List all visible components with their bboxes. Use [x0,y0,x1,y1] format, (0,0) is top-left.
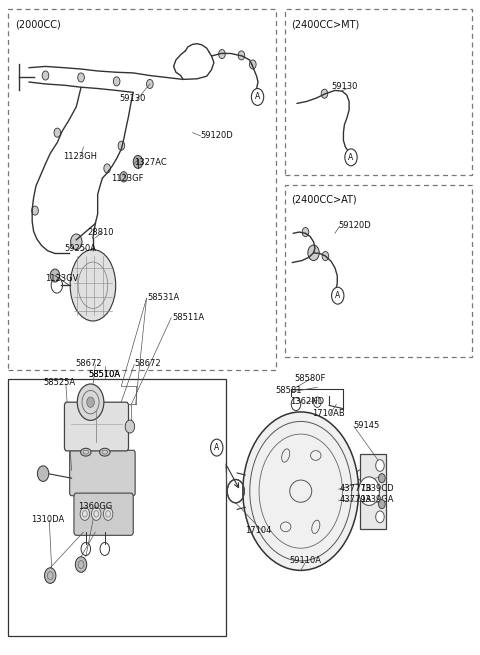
Text: 59250A: 59250A [64,244,96,253]
FancyBboxPatch shape [74,493,133,535]
Text: 59130: 59130 [119,94,145,103]
Circle shape [113,77,120,86]
Ellipse shape [99,448,110,456]
Circle shape [50,269,60,282]
Text: A: A [255,92,260,102]
Text: 58510A: 58510A [89,370,121,379]
Bar [285,185,472,357]
Text: 17104: 17104 [245,527,271,535]
Text: 1123GH: 1123GH [63,152,97,160]
Circle shape [359,477,380,506]
Circle shape [125,420,135,433]
Text: A: A [348,153,354,162]
Text: 58510A: 58510A [89,370,121,379]
Text: 58525A: 58525A [44,379,76,387]
Circle shape [345,149,357,166]
Text: 58531A: 58531A [147,293,180,301]
Circle shape [133,155,143,168]
Circle shape [104,164,110,173]
Text: 1123GV: 1123GV [46,274,79,283]
Circle shape [211,439,223,456]
FancyBboxPatch shape [64,402,129,451]
Text: 1360GG: 1360GG [78,502,112,512]
Text: 58581: 58581 [276,386,302,395]
Circle shape [219,50,225,59]
Bar [8,9,276,369]
Circle shape [54,128,60,137]
Circle shape [308,245,319,261]
Text: 1339CD: 1339CD [360,484,394,493]
Circle shape [238,51,245,60]
Text: 43779A: 43779A [340,495,372,504]
Text: 1327AC: 1327AC [134,158,167,167]
Text: 59110A: 59110A [289,555,321,565]
FancyBboxPatch shape [70,450,135,496]
Circle shape [120,172,128,182]
Text: 43777B: 43777B [340,484,372,493]
Text: A: A [335,291,340,300]
Circle shape [45,568,56,584]
Circle shape [77,384,104,421]
Ellipse shape [81,448,91,456]
Circle shape [80,508,90,520]
Text: (2400CC>MT): (2400CC>MT) [291,20,359,29]
Text: 1710AB: 1710AB [312,409,345,418]
Circle shape [118,141,125,150]
Text: (2400CC>AT): (2400CC>AT) [291,195,356,205]
Text: 58672: 58672 [134,359,161,368]
Text: 58672: 58672 [75,359,102,368]
Circle shape [322,252,329,261]
Text: 28810: 28810 [87,228,114,236]
Text: A: A [214,443,219,452]
Circle shape [302,227,309,236]
Circle shape [376,511,384,523]
Circle shape [87,397,95,407]
Circle shape [321,89,328,98]
Circle shape [252,88,264,105]
Circle shape [146,79,153,88]
Circle shape [379,474,385,483]
Bar [360,454,385,529]
Circle shape [250,60,256,69]
Circle shape [376,460,384,472]
Circle shape [42,71,49,80]
Text: (2000CC): (2000CC) [14,20,60,29]
Bar [285,9,472,175]
Text: 59120D: 59120D [338,221,371,230]
Text: 59130: 59130 [331,82,358,91]
Ellipse shape [70,250,116,321]
Text: 1339GA: 1339GA [360,495,394,504]
Text: 1362ND: 1362ND [290,397,324,406]
Circle shape [75,557,87,572]
Circle shape [103,508,113,520]
Text: 58511A: 58511A [172,312,204,322]
Text: 59120D: 59120D [201,131,233,140]
Text: 59145: 59145 [354,421,380,430]
Circle shape [379,500,385,509]
Text: 58580F: 58580F [295,374,326,383]
Circle shape [92,508,101,520]
Circle shape [243,412,359,571]
Circle shape [78,73,84,82]
Circle shape [71,234,82,250]
Text: 1310DA: 1310DA [31,515,64,525]
Circle shape [32,206,38,215]
Circle shape [37,466,49,481]
Text: 1123GF: 1123GF [111,174,144,183]
Bar [8,379,226,636]
Circle shape [332,288,344,304]
